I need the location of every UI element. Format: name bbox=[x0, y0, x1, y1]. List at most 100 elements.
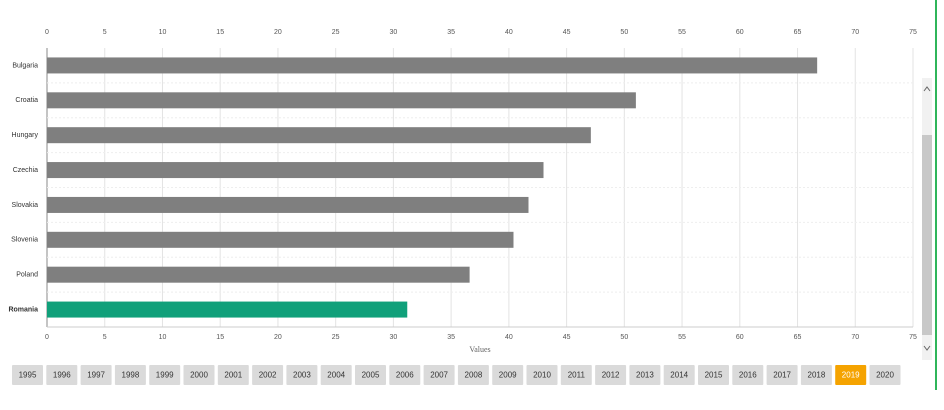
x-tick-label: 20 bbox=[274, 334, 282, 341]
year-button[interactable] bbox=[286, 365, 318, 385]
x-tick-label: 15 bbox=[216, 29, 224, 36]
year-button-label[interactable]: 1997 bbox=[87, 371, 105, 380]
scroll-up[interactable] bbox=[923, 86, 931, 92]
year-button-label[interactable]: 2010 bbox=[533, 371, 551, 380]
year-button-label[interactable]: 2011 bbox=[568, 371, 586, 380]
year-button[interactable] bbox=[217, 365, 249, 385]
scroll-down[interactable] bbox=[923, 345, 931, 351]
x-tick-label: 5 bbox=[103, 334, 107, 341]
x-tick-label: 65 bbox=[794, 334, 802, 341]
x-tick-label: 5 bbox=[103, 29, 107, 36]
year-button[interactable] bbox=[560, 365, 592, 385]
year-button[interactable] bbox=[114, 365, 146, 385]
year-button-label[interactable]: 1999 bbox=[156, 371, 174, 380]
year-button-label[interactable]: 1995 bbox=[19, 371, 37, 380]
year-button[interactable] bbox=[492, 365, 524, 385]
x-tick-label: 35 bbox=[447, 29, 455, 36]
year-button[interactable] bbox=[423, 365, 455, 385]
year-button[interactable] bbox=[46, 365, 78, 385]
year-button[interactable] bbox=[355, 365, 386, 385]
year-button[interactable] bbox=[252, 365, 284, 385]
x-tick-label: 35 bbox=[447, 334, 455, 341]
year-button-label[interactable]: 2005 bbox=[362, 371, 380, 380]
y-tick-label: Romania bbox=[8, 306, 38, 313]
x-tick-label: 55 bbox=[678, 334, 686, 341]
x-tick-label: 40 bbox=[505, 29, 513, 36]
year-button[interactable] bbox=[595, 365, 627, 385]
year-button-label[interactable]: 2004 bbox=[327, 371, 345, 380]
x-tick-label: 50 bbox=[620, 29, 628, 36]
bar bbox=[47, 57, 818, 74]
bar bbox=[47, 266, 470, 283]
y-tick-label: Bulgaria bbox=[12, 62, 38, 69]
year-button[interactable] bbox=[149, 365, 181, 385]
bar bbox=[47, 92, 636, 109]
x-tick-label: 15 bbox=[216, 334, 224, 341]
year-button[interactable] bbox=[183, 365, 215, 385]
bar bbox=[47, 127, 591, 144]
year-button[interactable] bbox=[12, 365, 43, 385]
x-tick-label: 65 bbox=[794, 29, 802, 36]
scrollbar-thumb[interactable] bbox=[922, 135, 932, 335]
x-tick-label: 20 bbox=[274, 29, 282, 36]
x-axis-title: Values bbox=[469, 345, 490, 354]
year-button-label[interactable]: 2009 bbox=[499, 371, 517, 380]
x-tick-label: 25 bbox=[332, 29, 340, 36]
year-button[interactable] bbox=[800, 365, 832, 385]
year-button[interactable] bbox=[80, 365, 112, 385]
year-button[interactable] bbox=[320, 365, 352, 385]
x-tick-label: 25 bbox=[332, 334, 340, 341]
year-button-label[interactable]: 2003 bbox=[293, 371, 311, 380]
year-button-label[interactable]: 2006 bbox=[396, 371, 414, 380]
year-button-label[interactable]: 2001 bbox=[224, 371, 242, 380]
year-button-label[interactable]: 2015 bbox=[705, 371, 723, 380]
year-button-label[interactable]: 2019 bbox=[842, 371, 860, 380]
year-button[interactable] bbox=[732, 365, 764, 385]
year-button[interactable] bbox=[663, 365, 695, 385]
year-button[interactable] bbox=[766, 365, 798, 385]
year-button[interactable] bbox=[698, 365, 729, 385]
year-button-label[interactable]: 2017 bbox=[773, 371, 791, 380]
year-button[interactable] bbox=[389, 365, 421, 385]
year-button-label[interactable]: 2012 bbox=[602, 371, 620, 380]
y-tick-label: Croatia bbox=[15, 97, 38, 104]
year-button-label[interactable]: 2016 bbox=[739, 371, 757, 380]
x-tick-label: 10 bbox=[159, 334, 167, 341]
x-tick-label: 60 bbox=[736, 334, 744, 341]
x-tick-label: 70 bbox=[851, 29, 859, 36]
bar bbox=[47, 196, 529, 213]
y-tick-label: Hungary bbox=[12, 132, 39, 139]
x-tick-label: 55 bbox=[678, 29, 686, 36]
year-button-label[interactable]: 2002 bbox=[259, 371, 277, 380]
year-button-label[interactable]: 2020 bbox=[876, 371, 894, 380]
x-tick-label: 0 bbox=[45, 334, 49, 341]
y-tick-label: Slovakia bbox=[12, 202, 39, 209]
bar bbox=[47, 162, 544, 179]
x-tick-label: 70 bbox=[851, 334, 859, 341]
year-button[interactable] bbox=[457, 365, 489, 385]
year-button-label[interactable]: 2008 bbox=[465, 371, 483, 380]
year-button[interactable] bbox=[526, 365, 558, 385]
x-tick-label: 45 bbox=[563, 334, 571, 341]
year-button[interactable] bbox=[629, 365, 661, 385]
year-button-label[interactable]: 2000 bbox=[190, 371, 208, 380]
x-tick-label: 50 bbox=[620, 334, 628, 341]
year-button-label[interactable]: 2007 bbox=[430, 371, 448, 380]
year-button-label[interactable]: 2018 bbox=[808, 371, 826, 380]
y-tick-label: Slovenia bbox=[11, 237, 38, 244]
year-button[interactable] bbox=[835, 365, 867, 385]
x-tick-label: 60 bbox=[736, 29, 744, 36]
x-tick-label: 30 bbox=[390, 29, 398, 36]
x-tick-label: 30 bbox=[390, 334, 398, 341]
year-button-label[interactable]: 2013 bbox=[636, 371, 654, 380]
x-tick-label: 40 bbox=[505, 334, 513, 341]
x-tick-label: 75 bbox=[909, 334, 917, 341]
year-button-label[interactable]: 1996 bbox=[53, 371, 71, 380]
year-button[interactable] bbox=[869, 365, 901, 385]
year-button-label[interactable]: 2014 bbox=[670, 371, 688, 380]
x-tick-label: 45 bbox=[563, 29, 571, 36]
year-button-label[interactable]: 1998 bbox=[122, 371, 140, 380]
y-tick-label: Poland bbox=[16, 272, 38, 279]
